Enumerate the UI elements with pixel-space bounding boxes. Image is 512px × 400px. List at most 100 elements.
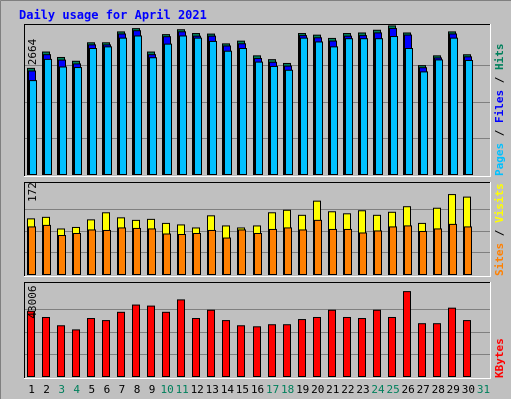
bar-sites-day-15 <box>238 229 246 276</box>
bar-pages-day-9 <box>149 57 157 175</box>
x-label-day-31: 31 <box>477 383 490 396</box>
bar-sites-day-26 <box>404 225 412 276</box>
bar-sites-day-30 <box>464 226 472 276</box>
bar-kbytes-day-16 <box>253 326 261 377</box>
bar-sites-day-28 <box>434 228 442 276</box>
bar-kbytes-day-22 <box>343 316 351 377</box>
bar-pages-day-29 <box>450 37 458 175</box>
bar-pages-day-23 <box>360 38 368 175</box>
bar-kbytes-day-19 <box>298 319 306 377</box>
x-label-day-13: 13 <box>206 383 219 396</box>
bar-pages-day-3 <box>59 66 67 175</box>
bar-sites-day-24 <box>374 230 382 276</box>
bar-kbytes-day-26 <box>403 291 411 377</box>
kbytes-max-label: 43006 <box>26 285 39 318</box>
x-label-day-26: 26 <box>401 383 414 396</box>
bar-pages-day-13 <box>209 40 217 176</box>
x-label-day-27: 27 <box>417 383 430 396</box>
bar-kbytes-day-23 <box>358 318 366 378</box>
bar-pages-day-4 <box>74 67 82 175</box>
bar-pages-day-28 <box>435 59 443 175</box>
bar-pages-day-1 <box>29 80 37 175</box>
x-label-day-29: 29 <box>447 383 460 396</box>
bar-kbytes-day-6 <box>102 320 110 377</box>
bar-kbytes-day-18 <box>283 324 291 378</box>
bar-sites-day-22 <box>344 228 352 276</box>
bar-pages-day-8 <box>134 35 142 175</box>
bar-pages-day-2 <box>44 58 52 175</box>
x-label-day-11: 11 <box>176 383 189 396</box>
bar-pages-day-17 <box>270 65 278 175</box>
x-label-day-16: 16 <box>251 383 264 396</box>
bar-kbytes-day-4 <box>72 329 80 377</box>
bar-pages-day-11 <box>179 35 187 175</box>
bar-kbytes-day-7 <box>117 311 125 378</box>
x-label-day-21: 21 <box>326 383 339 396</box>
x-label-day-3: 3 <box>58 383 65 396</box>
bar-pages-day-21 <box>330 46 338 175</box>
bar-sites-day-29 <box>449 223 457 276</box>
x-label-day-9: 9 <box>149 383 156 396</box>
bar-sites-day-2 <box>43 224 51 276</box>
bar-pages-day-24 <box>375 38 383 175</box>
legend-pages-files-hits: Pages / Files / Hits <box>493 44 506 177</box>
x-label-day-23: 23 <box>356 383 369 396</box>
legend-kbytes: KBytes <box>493 338 506 378</box>
x-label-day-30: 30 <box>462 383 475 396</box>
bar-kbytes-day-15 <box>237 325 245 377</box>
bar-sites-day-13 <box>208 229 216 276</box>
bar-kbytes-day-1 <box>27 310 35 377</box>
bar-kbytes-day-5 <box>87 318 95 378</box>
bar-kbytes-day-11 <box>177 299 185 378</box>
bar-pages-day-26 <box>405 48 413 175</box>
bar-pages-day-5 <box>89 48 97 175</box>
bar-sites-day-14 <box>223 237 231 275</box>
bar-kbytes-day-9 <box>147 305 155 378</box>
x-label-day-4: 4 <box>73 383 80 396</box>
bar-sites-day-6 <box>103 229 111 276</box>
bar-sites-day-19 <box>299 229 307 276</box>
bar-pages-day-19 <box>300 37 308 175</box>
bar-kbytes-day-30 <box>463 320 471 377</box>
bar-pages-day-25 <box>390 36 398 176</box>
x-label-day-22: 22 <box>341 383 354 396</box>
bar-pages-day-12 <box>194 37 202 175</box>
legend-visits: Visits <box>493 183 506 223</box>
x-label-day-8: 8 <box>134 383 141 396</box>
x-label-day-20: 20 <box>311 383 324 396</box>
x-label-day-6: 6 <box>104 383 111 396</box>
bar-pages-day-16 <box>255 61 263 175</box>
bar-pages-day-6 <box>104 46 112 175</box>
bar-sites-day-7 <box>118 227 126 276</box>
bar-sites-day-12 <box>193 232 201 275</box>
legend-sep-2: / <box>493 70 506 90</box>
chart-title: Daily usage for April 2021 <box>19 8 207 22</box>
legend-sep-3: / <box>493 223 506 243</box>
x-label-day-1: 1 <box>28 383 35 396</box>
bar-kbytes-day-21 <box>328 309 336 377</box>
bar-pages-day-15 <box>239 48 247 175</box>
hits-max-label: 2664 <box>26 38 39 65</box>
bar-sites-day-8 <box>133 227 141 276</box>
bar-pages-day-22 <box>345 38 353 175</box>
legend-hits: Hits <box>493 44 506 71</box>
bar-kbytes-day-25 <box>388 316 396 377</box>
bar-sites-day-3 <box>58 235 66 275</box>
x-label-day-15: 15 <box>236 383 249 396</box>
x-label-day-17: 17 <box>266 383 279 396</box>
bar-kbytes-day-20 <box>313 316 321 377</box>
visits-sites-panel <box>24 182 491 277</box>
legend-sep-1: / <box>493 123 506 143</box>
bar-pages-day-14 <box>224 50 232 175</box>
bar-pages-day-7 <box>119 37 127 175</box>
hits-files-pages-panel <box>24 24 491 177</box>
bar-sites-day-21 <box>329 228 337 276</box>
x-label-day-14: 14 <box>221 383 235 396</box>
legend-sites: Sites <box>493 243 506 276</box>
bar-pages-day-10 <box>164 43 172 175</box>
x-axis-day-labels: 1 2 3 4 5 6 7 8 9 10 11 12 13 14 15 16 17 18 19 20 21 22 23 24 2… <box>28 383 490 396</box>
bar-sites-day-23 <box>359 232 367 275</box>
bar-kbytes-day-27 <box>418 323 426 377</box>
x-label-day-19: 19 <box>296 383 309 396</box>
